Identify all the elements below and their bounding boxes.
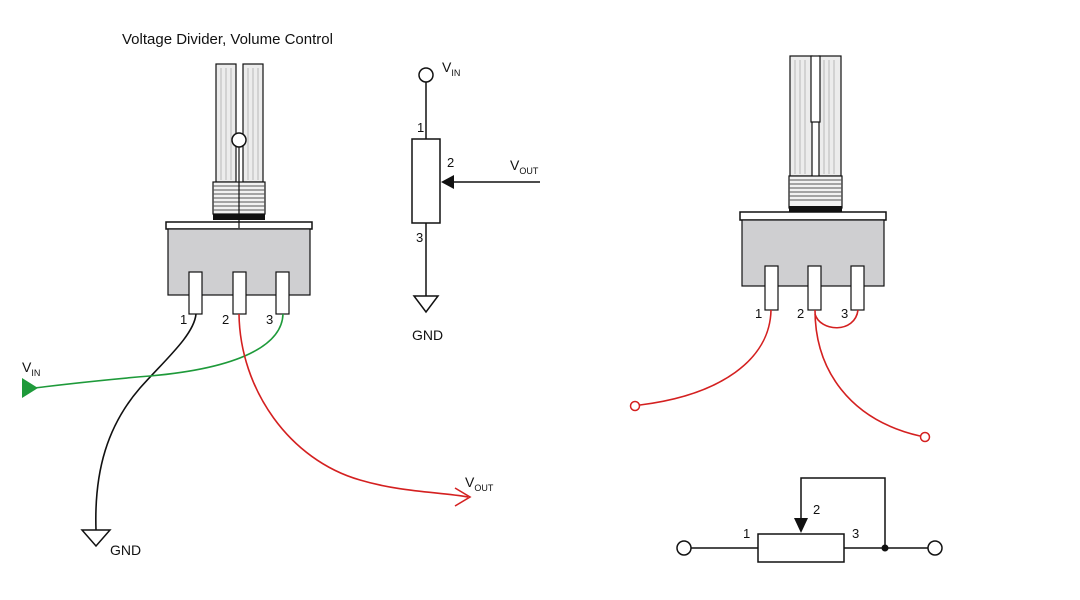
schematic-rheostat: 1 2 3 — [676, 477, 943, 563]
pin-label-1: 1 — [417, 120, 424, 135]
wire-vout — [238, 313, 469, 498]
terminal-1 — [764, 265, 779, 311]
vout-arrow-icon — [454, 487, 472, 507]
vin-terminal-icon — [418, 67, 434, 83]
wiper-indicator — [231, 132, 247, 148]
shaft — [215, 63, 264, 183]
shaft — [789, 55, 842, 177]
gnd-label-schematic: GND — [412, 327, 443, 343]
vout-label-schematic: VOUT — [510, 157, 539, 176]
threaded-bushing — [788, 175, 843, 212]
terminal-2 — [232, 271, 247, 315]
vout-label-left: VOUT — [465, 474, 494, 493]
pin-label-1: 1 — [180, 312, 187, 327]
pin-label-2: 2 — [447, 155, 454, 170]
resistor-symbol — [757, 533, 845, 563]
wire-end-icon — [629, 400, 641, 412]
pin-label-3: 3 — [416, 230, 423, 245]
vin-label-left: VIN — [22, 359, 40, 378]
gnd-label-left: GND — [110, 542, 141, 558]
wiper-arrow-icon — [441, 175, 454, 189]
pin-label-2: 2 — [813, 502, 820, 517]
wire-jumper-2-3 — [814, 309, 859, 329]
pin-label-2: 2 — [797, 306, 804, 321]
terminal-3 — [275, 271, 290, 315]
pin-label-1: 1 — [743, 526, 750, 541]
terminal-3 — [850, 265, 865, 311]
terminal-3-icon — [927, 540, 943, 556]
wire-vin — [33, 313, 284, 389]
pin-label-2: 2 — [222, 312, 229, 327]
potentiometer-right: 1 2 3 — [739, 55, 887, 321]
wire-end-icon — [919, 431, 931, 443]
resistor-symbol — [411, 138, 441, 224]
ground-icon — [80, 529, 112, 548]
diagram-title: Voltage Divider, Volume Control — [122, 31, 333, 48]
vin-arrow-icon — [22, 378, 38, 398]
ground-icon — [412, 295, 440, 314]
vin-label-schematic: VIN — [442, 59, 460, 78]
wire-gnd — [95, 313, 197, 531]
pin-label-3: 3 — [841, 306, 848, 321]
pin-label-3: 3 — [852, 526, 859, 541]
pin-label-3: 3 — [266, 312, 273, 327]
wire-terminal-2 — [814, 309, 921, 437]
wire-terminal-1 — [639, 309, 772, 406]
terminal-1 — [188, 271, 203, 315]
terminal-2 — [807, 265, 822, 311]
terminal-1-icon — [676, 540, 692, 556]
potentiometer-left: 1 2 3 — [165, 63, 313, 327]
wiper-arrow-icon — [794, 518, 808, 533]
mounting-plate — [739, 211, 887, 221]
schematic-voltage-divider: VIN GND VOUT 1 2 3 — [411, 59, 540, 343]
pin-label-1: 1 — [755, 306, 762, 321]
